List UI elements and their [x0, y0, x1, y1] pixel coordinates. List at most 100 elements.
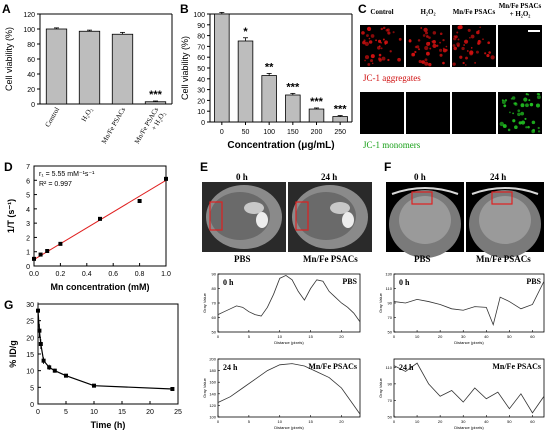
- y-tick-label: 60: [212, 315, 217, 320]
- fluorescent-spot: [418, 59, 422, 64]
- x-tick-label: 50: [507, 334, 512, 339]
- x-tick-label: 30: [461, 334, 466, 339]
- fluorescent-spot: [432, 40, 436, 44]
- fluorescent-spot: [453, 46, 457, 51]
- y-tick-label: 20: [197, 98, 205, 105]
- fluorescent-spot: [442, 38, 445, 42]
- fluorescent-spot: [452, 62, 456, 66]
- profile-time-label: 0 h: [399, 278, 410, 287]
- x-tick-label: 10: [278, 334, 283, 339]
- us-tumor: [479, 196, 531, 244]
- fluorescent-spot: [510, 97, 513, 100]
- fluorescent-spot: [366, 34, 369, 37]
- fluorescent-spot: [445, 48, 448, 52]
- micrograph-tile: [406, 25, 450, 67]
- fluorescent-spot: [482, 38, 484, 40]
- chart-e-pbs: 0 5 10 15 20 50 60 70 80 90 Distance (pixels) Gray …: [198, 270, 368, 350]
- fluorescent-spot: [439, 41, 442, 44]
- fluorescent-spot: [426, 41, 431, 46]
- chart-e-mn: 0 5 10 15 20 100 120 140 160 180 200 Distance (pixe…: [198, 355, 368, 435]
- y-tick-label: 1: [26, 250, 30, 257]
- micrograph-column-label: Mn/Fe PSACs: [453, 8, 496, 16]
- fluorescent-spot: [517, 112, 521, 117]
- fluorescent-spot: [465, 56, 468, 60]
- fluorescent-spot: [416, 45, 420, 49]
- data-point: [164, 176, 168, 181]
- y-tick-label: 120: [209, 403, 216, 408]
- fluorescent-spot: [380, 27, 383, 31]
- fluorescent-spot: [474, 61, 477, 64]
- fluorescent-spot: [385, 28, 389, 32]
- fluorescent-spot: [501, 100, 506, 104]
- fluorescent-spot: [487, 41, 491, 45]
- y-tick-label: 40: [27, 72, 35, 79]
- micrograph-tile: [452, 92, 496, 134]
- e-label-pbs: PBS: [234, 254, 251, 264]
- ct-bright-region: [330, 202, 350, 214]
- x-axis-label: Distance (pixels): [454, 425, 484, 430]
- fluorescent-spot: [424, 58, 428, 62]
- data-point: [170, 387, 175, 391]
- fluorescent-spot: [428, 36, 431, 39]
- jc1-monomers-label: JC-1 monomers: [363, 140, 421, 150]
- fluorescent-spot: [520, 103, 525, 108]
- data-point: [52, 368, 57, 373]
- y-tick-label: 10: [197, 109, 205, 116]
- x-tick-label: 0.8: [135, 271, 145, 278]
- fluorescent-spot: [429, 47, 432, 50]
- fluorescent-spot: [464, 64, 467, 66]
- y-tick-label: 160: [209, 380, 216, 385]
- fluorescent-spot: [377, 46, 381, 50]
- profile-line: [393, 362, 545, 414]
- x-tick-label: 0: [36, 409, 40, 416]
- y-axis-label: Gray Value: [378, 292, 383, 312]
- panel-letter-a: A: [2, 2, 11, 16]
- y-axis-label: Gray Value: [378, 377, 383, 397]
- profile-line: [217, 363, 361, 415]
- plot-frame: [217, 273, 361, 333]
- data-point: [38, 342, 43, 346]
- y-tick-label: 90: [388, 301, 393, 306]
- x-tick-label: 10: [415, 334, 420, 339]
- data-point: [92, 383, 96, 388]
- significance-label: *: [243, 26, 248, 38]
- y-tick-label: 100: [23, 27, 35, 34]
- profile-line: [393, 281, 545, 327]
- x-tick-label: 50: [242, 129, 250, 136]
- profile-title: PBS: [342, 277, 357, 286]
- x-tick-label: 0: [217, 334, 220, 339]
- fluorescent-spot: [371, 62, 374, 65]
- significance-label: ***: [310, 96, 324, 108]
- panel-f-us: 0 h 24 h PBS Mn/Fe PSACs: [384, 160, 550, 270]
- fluorescent-spot: [424, 61, 429, 66]
- fluorescent-spot: [397, 57, 401, 62]
- fluorescent-spot: [370, 34, 375, 38]
- y-tick-label: 90: [388, 381, 393, 386]
- fluorescent-spot: [466, 50, 469, 52]
- fluorescent-spot: [470, 34, 475, 39]
- fluorescent-spot: [387, 31, 391, 35]
- fluorescent-spot: [532, 128, 535, 132]
- r2-annotation: R² = 0.997: [39, 181, 72, 188]
- x-tick-label: Mn/Fe PSACs: [100, 106, 127, 145]
- x-tick-label: 60: [530, 419, 535, 424]
- fluorescent-spot: [428, 62, 432, 67]
- f-label-pbs: PBS: [414, 254, 431, 264]
- y-tick-label: 70: [197, 44, 205, 51]
- f-time-24: 24 h: [490, 172, 507, 182]
- fluorescent-spot: [537, 126, 540, 130]
- y-tick-label: 3: [26, 221, 30, 228]
- profile-title: Mn/Fe PSACs: [308, 362, 357, 371]
- y-tick-label: 70: [388, 398, 393, 403]
- ct-bone: [256, 212, 268, 228]
- roi-box: [411, 191, 433, 205]
- x-tick-label: Mn/Fe PSACs+ H₂O₂: [133, 106, 167, 150]
- micrograph-column-label: H₂O₂: [420, 8, 435, 16]
- y-tick-label: 80: [27, 42, 35, 49]
- fluorescent-spot: [520, 120, 526, 125]
- fluorescent-spot: [528, 99, 531, 102]
- bar: [214, 13, 230, 123]
- fluorescent-spot: [367, 27, 370, 30]
- y-tick-label: 30: [26, 302, 34, 309]
- bar: [45, 28, 68, 105]
